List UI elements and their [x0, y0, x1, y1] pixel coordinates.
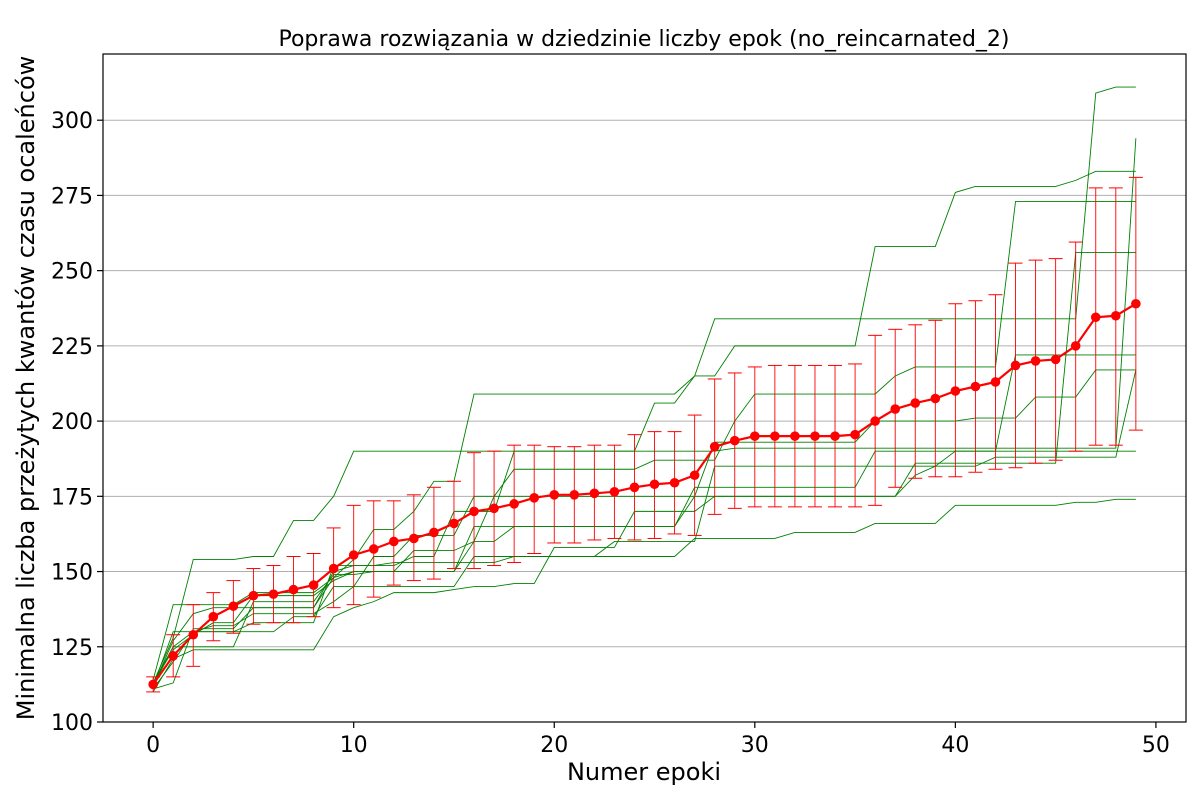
- mean-point: [328, 563, 339, 574]
- mean-point: [970, 381, 981, 392]
- run-line-8: [152, 369, 1136, 690]
- mean-point: [208, 611, 219, 622]
- y-tick-label: 125: [51, 636, 93, 661]
- y-tick-label: 225: [51, 335, 93, 360]
- mean-point: [930, 393, 941, 404]
- run-line-9: [152, 252, 1136, 684]
- mean-point: [308, 580, 319, 590]
- run-lines: [152, 86, 1137, 693]
- x-tick-label: 20: [540, 733, 568, 758]
- mean-point: [770, 431, 780, 441]
- mean-point: [268, 589, 279, 599]
- mean-point: [890, 404, 900, 414]
- mean-point: [589, 488, 600, 499]
- run-line-4: [153, 200, 1136, 690]
- chart-title: Poprawa rozwiązania w dziedzinie liczby …: [278, 27, 1009, 52]
- mean-point: [368, 544, 379, 554]
- mean-point: [990, 377, 1001, 387]
- mean-point: [689, 470, 700, 481]
- mean-point: [188, 629, 199, 640]
- x-axis-ticks: 0 10 20 30 40 50: [146, 722, 1170, 758]
- mean-point: [348, 550, 359, 560]
- mean-point: [750, 431, 760, 441]
- mean-point: [549, 490, 560, 500]
- mean-point: [709, 441, 720, 452]
- x-tick-label: 0: [146, 733, 160, 758]
- run-line-7: [152, 369, 1137, 693]
- mean-point: [509, 499, 519, 509]
- mean-point: [850, 429, 860, 440]
- y-tick-label: 275: [51, 184, 93, 209]
- y-axis-title: Minimalna liczba przeżytych kwantów czas…: [12, 56, 40, 721]
- mean-point: [248, 590, 259, 601]
- run-line-10: [152, 450, 1136, 687]
- mean-point: [790, 431, 800, 441]
- x-tick-label: 10: [340, 733, 368, 758]
- mean-point: [870, 416, 880, 426]
- mean-point: [830, 431, 840, 441]
- mean-point: [649, 479, 660, 490]
- y-tick-label: 250: [51, 260, 93, 285]
- mean-point: [1090, 312, 1101, 323]
- mean-point: [148, 679, 158, 690]
- y-tick-label: 100: [51, 711, 93, 736]
- mean-point: [1030, 356, 1041, 366]
- grid-lines: [103, 119, 1186, 723]
- mean-point: [569, 490, 580, 500]
- x-tick-label: 30: [741, 733, 769, 758]
- run-line-3: [152, 170, 1136, 687]
- y-tick-label: 175: [51, 485, 93, 510]
- plot-frame: [102, 53, 1187, 723]
- run-line-6: [152, 498, 1136, 684]
- mean-point: [409, 533, 419, 544]
- x-axis-title: Numer epoki: [567, 758, 721, 786]
- x-tick-label: 50: [1142, 733, 1170, 758]
- mean-point: [489, 503, 499, 514]
- run-line-1: [152, 86, 1136, 680]
- y-tick-label: 200: [51, 410, 93, 435]
- mean-line: [152, 302, 1137, 686]
- y-axis-ticks: 100 125 150 175 200 225 250 275 300: [51, 109, 103, 736]
- mean-point: [1111, 310, 1121, 321]
- mean-point: [629, 482, 640, 493]
- run-line-2: [152, 138, 1137, 684]
- mean-point: [288, 584, 299, 595]
- y-tick-label: 150: [51, 561, 93, 586]
- mean-point: [228, 601, 239, 611]
- mean-series: [148, 298, 1141, 690]
- mean-point: [168, 651, 178, 661]
- mean-point: [1070, 341, 1081, 351]
- mean-point: [810, 431, 820, 441]
- mean-point: [1010, 360, 1021, 371]
- x-tick-label: 40: [941, 733, 969, 758]
- y-tick-label: 300: [51, 109, 93, 134]
- mean-point: [1050, 354, 1061, 365]
- mean-point: [389, 536, 399, 547]
- mean-point: [449, 518, 459, 529]
- mean-point: [469, 506, 479, 517]
- mean-point: [609, 487, 620, 497]
- mean-point: [669, 477, 680, 488]
- error-bars: [146, 176, 1143, 693]
- mean-point: [1131, 298, 1141, 309]
- mean-point: [729, 435, 740, 446]
- mean-point: [429, 527, 439, 538]
- mean-point: [529, 493, 539, 503]
- mean-point: [910, 398, 921, 408]
- mean-point: [950, 386, 961, 396]
